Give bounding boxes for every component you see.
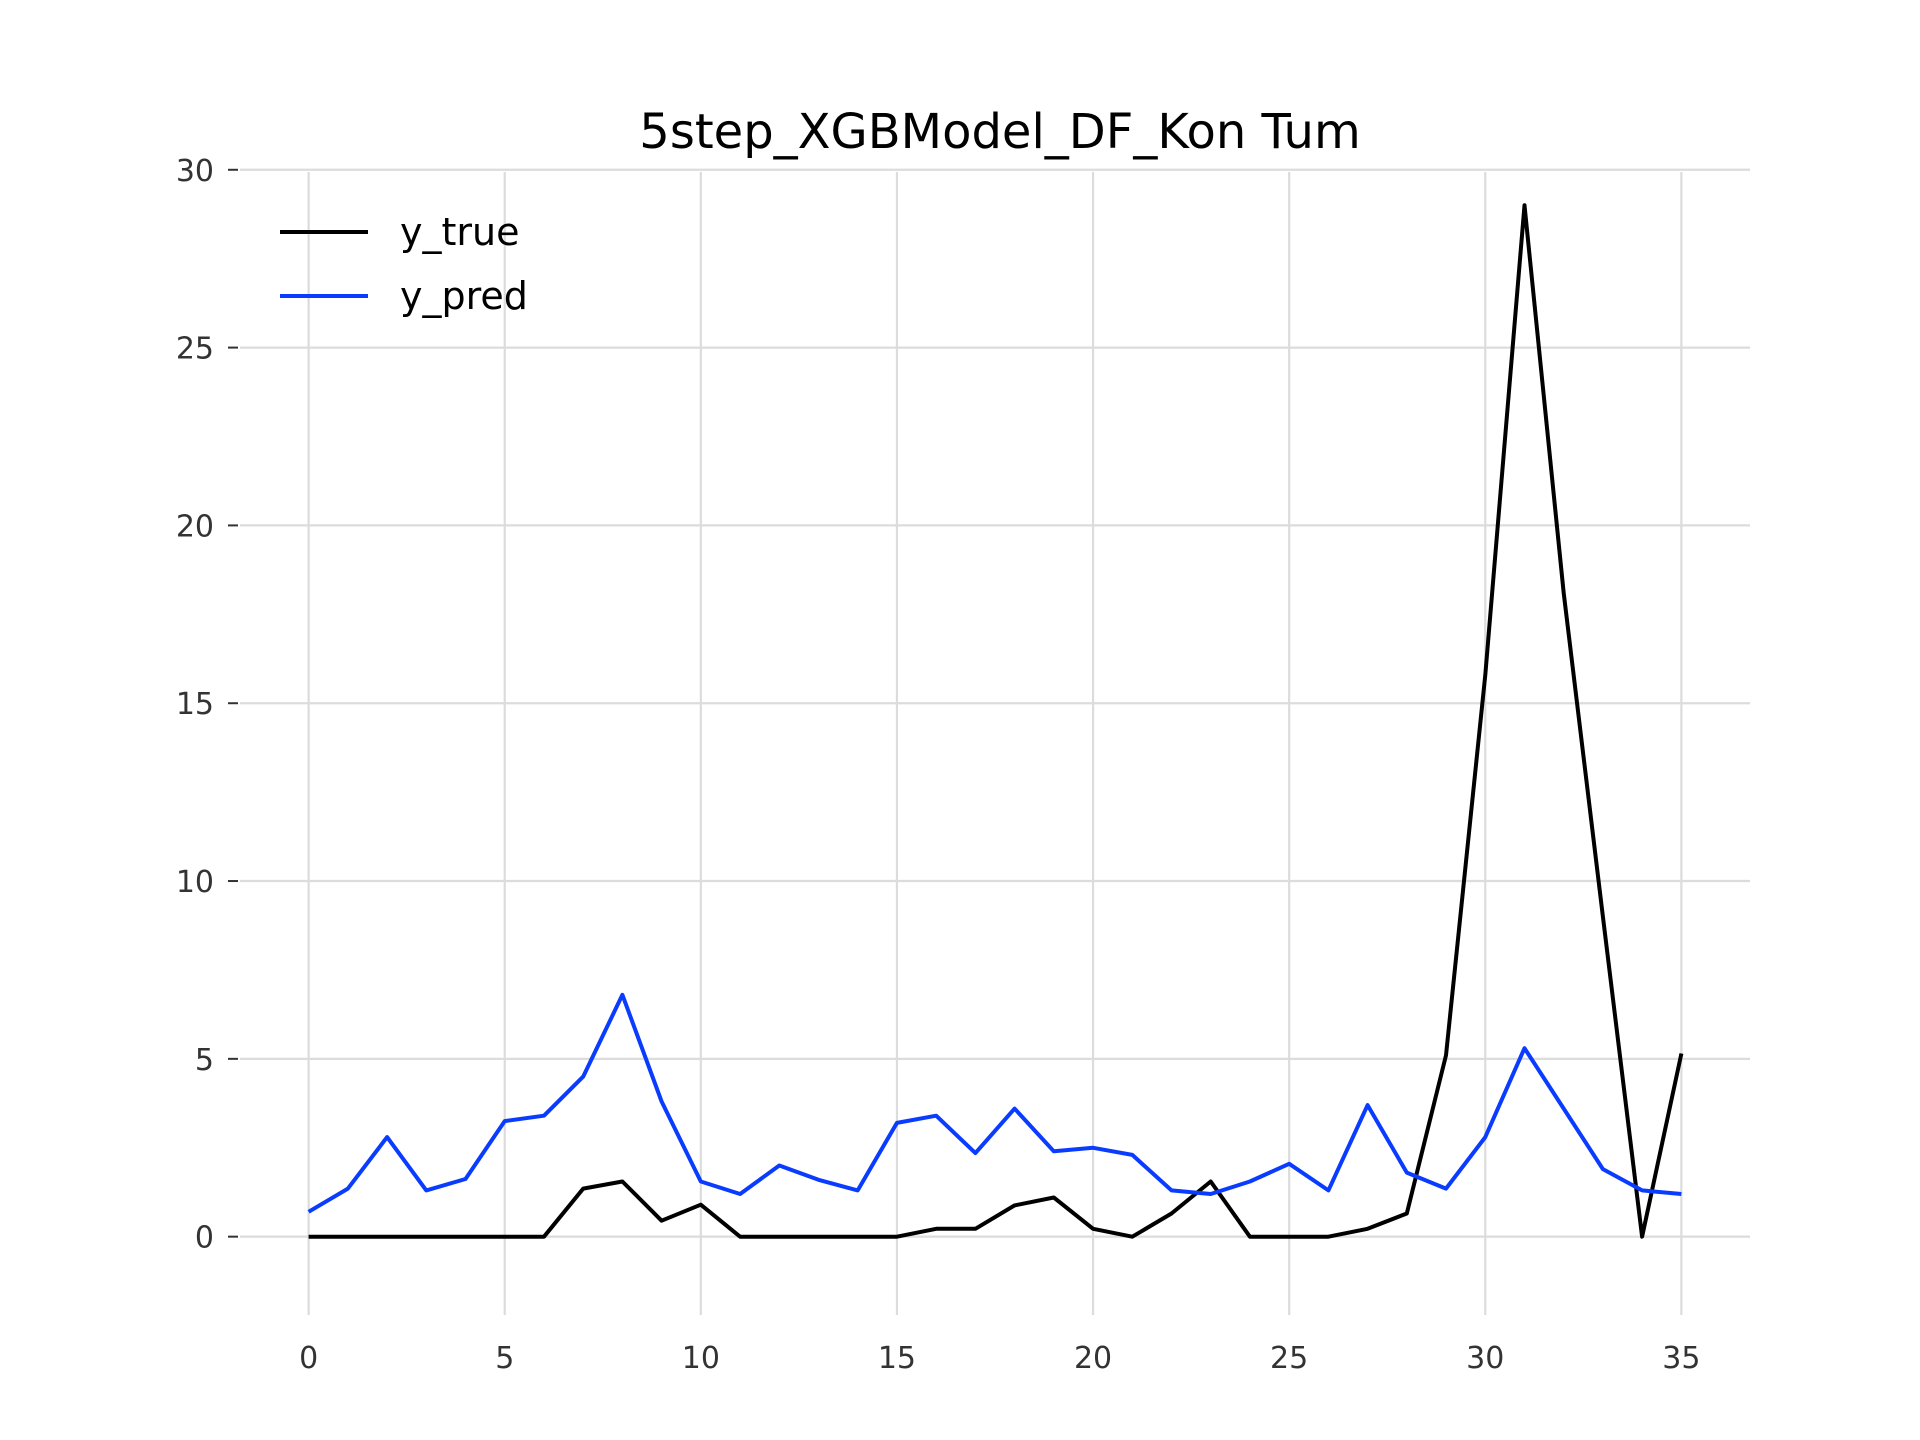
y-tick-label: 5 bbox=[195, 1043, 214, 1078]
plot-area bbox=[307, 203, 1684, 1239]
y-tick-label: 30 bbox=[176, 154, 214, 189]
y-tick-label: 25 bbox=[176, 332, 214, 367]
series-line-y-pred bbox=[307, 992, 1682, 1214]
chart-title: 5step_XGBModel_DF_Kon Tum bbox=[639, 104, 1360, 160]
y-tick-label: 10 bbox=[176, 865, 214, 900]
y-tick-label: 15 bbox=[176, 687, 214, 722]
y-tick-label: 0 bbox=[195, 1221, 214, 1256]
legend-label-y-pred: y_pred bbox=[400, 274, 528, 318]
x-tick-label: 20 bbox=[1074, 1341, 1112, 1376]
y-tick-label: 20 bbox=[176, 509, 214, 544]
x-tick-label: 15 bbox=[878, 1341, 916, 1376]
x-tick-label: 0 bbox=[299, 1341, 318, 1376]
x-tick-label: 25 bbox=[1270, 1341, 1308, 1376]
axes: 0 5 10 15 20 25 30 35 0 5 10 15 20 25 30 bbox=[176, 154, 1701, 1376]
x-tick-label: 30 bbox=[1466, 1341, 1504, 1376]
legend-label-y-true: y_true bbox=[400, 210, 519, 254]
x-tick-label: 35 bbox=[1662, 1341, 1700, 1376]
x-tick-label: 5 bbox=[495, 1341, 514, 1376]
x-tick-label: 10 bbox=[682, 1341, 720, 1376]
series-line-y-true bbox=[308, 203, 1684, 1239]
grid bbox=[240, 168, 1750, 1315]
legend: y_true y_pred bbox=[280, 210, 528, 318]
